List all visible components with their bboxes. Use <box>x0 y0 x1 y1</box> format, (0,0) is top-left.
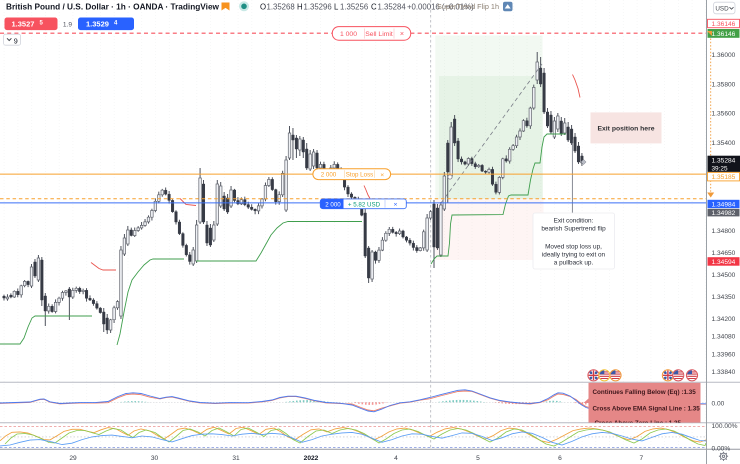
svg-text:1.34650: 1.34650 <box>712 250 736 257</box>
svg-text:1.34800: 1.34800 <box>712 228 736 235</box>
svg-text:×: × <box>400 29 404 38</box>
svg-text:1.34982: 1.34982 <box>712 210 736 217</box>
svg-text:O: O <box>260 2 266 11</box>
svg-text:1.34350: 1.34350 <box>712 294 736 301</box>
svg-text:1.33960: 1.33960 <box>712 351 736 358</box>
svg-text:100.00%: 100.00% <box>712 423 738 430</box>
svg-text:bearish Supertrend flip: bearish Supertrend flip <box>541 226 606 233</box>
svg-text:29: 29 <box>69 455 77 462</box>
svg-text:1.34500: 1.34500 <box>712 272 736 279</box>
svg-text:1.36146: 1.36146 <box>712 31 736 38</box>
svg-text:1.34080: 1.34080 <box>712 334 736 341</box>
svg-text:×: × <box>380 172 384 179</box>
svg-text:H: H <box>297 2 303 11</box>
svg-text:2022: 2022 <box>304 455 319 462</box>
svg-text:×: × <box>394 202 398 209</box>
svg-text:ideally trying to exit on: ideally trying to exit on <box>542 252 606 259</box>
svg-text:1.3527: 1.3527 <box>12 20 35 29</box>
svg-text:1.35296: 1.35296 <box>304 2 332 11</box>
svg-text:1.35284: 1.35284 <box>378 2 407 11</box>
svg-text:Stop Loss: Stop Loss <box>346 172 374 179</box>
svg-text:USD: USD <box>715 5 729 12</box>
svg-text:39:25: 39:25 <box>712 165 728 172</box>
svg-text:0.00: 0.00 <box>712 401 725 408</box>
svg-text:Sell Limit: Sell Limit <box>365 31 393 38</box>
svg-text:4: 4 <box>114 21 118 27</box>
svg-text:1.35185: 1.35185 <box>712 174 736 181</box>
svg-text:1.35800: 1.35800 <box>712 81 736 88</box>
svg-text:Moved stop loss up,: Moved stop loss up, <box>545 244 602 251</box>
svg-text:L: L <box>334 2 339 11</box>
svg-text:2 000: 2 000 <box>321 172 337 179</box>
svg-text:Exit position here: Exit position here <box>597 126 654 133</box>
svg-text:1.9: 1.9 <box>63 21 72 28</box>
svg-text:Continues Falling Below (Eq) :: Continues Falling Below (Eq) :1.35 <box>593 389 697 396</box>
svg-text:9: 9 <box>14 36 18 45</box>
svg-text:7: 7 <box>639 455 643 462</box>
svg-text:1.35268: 1.35268 <box>267 2 295 11</box>
svg-text:30: 30 <box>151 455 159 462</box>
svg-text:2 000: 2 000 <box>325 201 341 208</box>
svg-text:+0.00016 (+0.01%): +0.00016 (+0.01%) <box>407 2 474 11</box>
svg-text:a pullback up.: a pullback up. <box>554 260 594 267</box>
svg-text:1 000: 1 000 <box>340 31 357 38</box>
svg-text:1.34594: 1.34594 <box>712 259 736 266</box>
svg-text:Cross Above Zero Line : 1.35: Cross Above Zero Line : 1.35 <box>595 420 682 427</box>
svg-text:C: C <box>371 2 377 11</box>
svg-text:1.35400: 1.35400 <box>712 140 736 147</box>
svg-text:1.35600: 1.35600 <box>712 111 736 118</box>
svg-text:1.35256: 1.35256 <box>340 2 368 11</box>
svg-text:+ 5.82 USD: + 5.82 USD <box>348 201 381 208</box>
svg-text:5: 5 <box>476 455 480 462</box>
svg-text:1.33840: 1.33840 <box>712 369 736 376</box>
svg-text:0.00%: 0.00% <box>712 445 731 452</box>
svg-text:4: 4 <box>394 455 398 462</box>
svg-text:5: 5 <box>40 21 44 27</box>
svg-text:1.3529: 1.3529 <box>86 20 109 29</box>
svg-text:1.36000: 1.36000 <box>712 52 736 59</box>
svg-text:1.36146: 1.36146 <box>712 21 736 28</box>
svg-text:6: 6 <box>558 455 562 462</box>
svg-text:1.35284: 1.35284 <box>712 158 736 165</box>
svg-text:1.34200: 1.34200 <box>712 316 736 323</box>
svg-text:SuperTrend Flip 1h: SuperTrend Flip 1h <box>437 2 499 11</box>
svg-text:Exit condition:: Exit condition: <box>554 218 594 225</box>
svg-text:31: 31 <box>232 455 240 462</box>
svg-text:1.34984: 1.34984 <box>712 201 736 208</box>
svg-text:British Pound / U.S. Dollar ·: British Pound / U.S. Dollar · 1h · OANDA… <box>6 1 219 11</box>
svg-text:Cross Above EMA Signal Line :: Cross Above EMA Signal Line : 1.35 <box>593 405 701 412</box>
